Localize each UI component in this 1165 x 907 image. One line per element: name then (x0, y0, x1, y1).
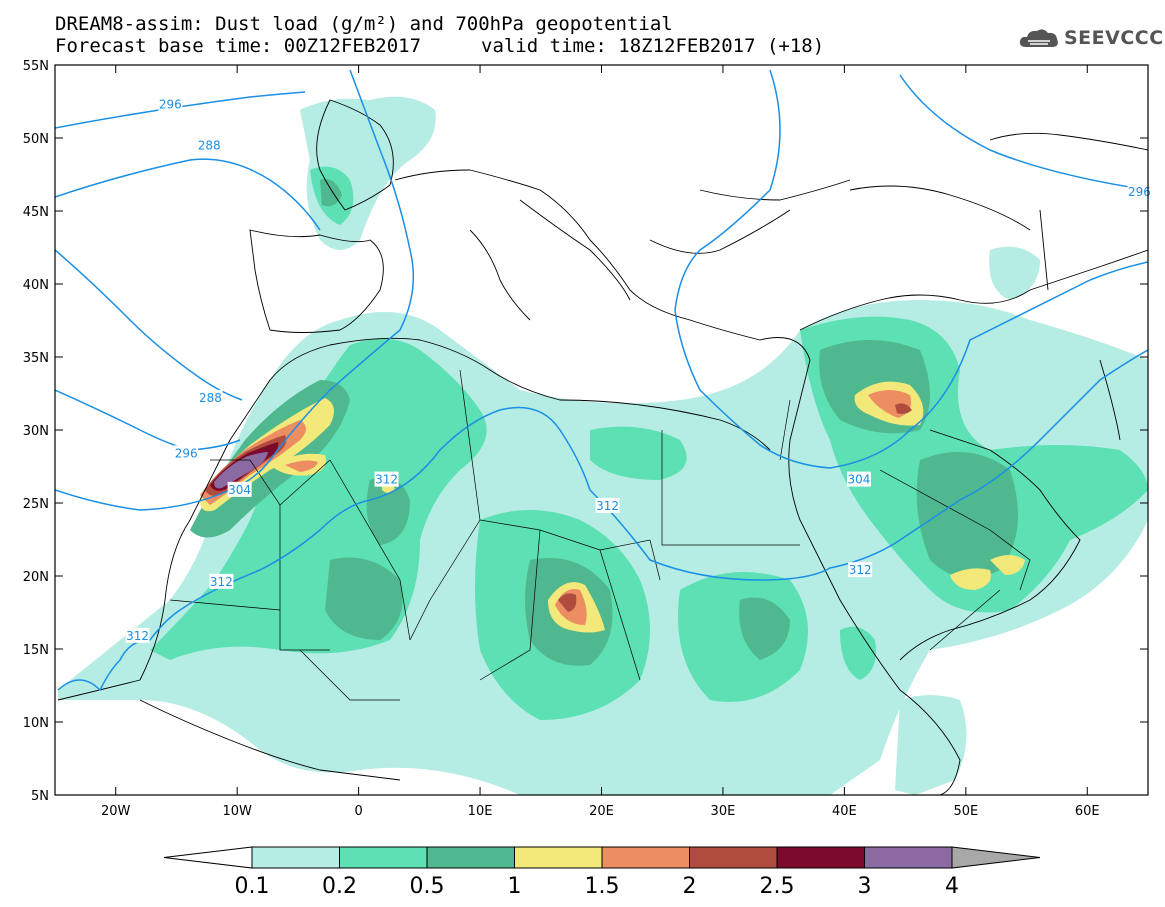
y-tick-label: 40N (23, 278, 49, 293)
contour-label-bg (158, 96, 183, 112)
x-tick-label: 20W (101, 804, 131, 819)
contour-label: 304 (848, 473, 871, 487)
y-tick-label: 15N (23, 643, 49, 658)
colorbar-box (776, 846, 865, 869)
y-tick-label: 25N (23, 497, 49, 512)
coastlines (57, 99, 1148, 795)
y-axis-ticks: 55N 50N 45N 40N 35N 30N 25N 20N 15N 10N 5N (23, 59, 1148, 804)
y-tick-label: 5N (31, 789, 49, 804)
geopotential-contours (55, 69, 1148, 692)
x-tick-label: 60E (1075, 804, 1100, 819)
colorbar-under-triangle (163, 846, 253, 869)
seevccc-logo: SEEVCCC (1018, 25, 1164, 51)
x-tick-label: 30E (711, 804, 736, 819)
logo-text: SEEVCCC (1064, 27, 1164, 49)
contour-label: 288 (199, 391, 222, 405)
contour-label: 312 (126, 629, 149, 643)
colorbar-box (426, 846, 515, 869)
country-borders (169, 369, 1031, 701)
contour-label-bg (209, 573, 234, 589)
y-tick-label: 10N (23, 716, 49, 731)
y-tick-label: 45N (23, 205, 49, 220)
contour-label: 312 (596, 499, 619, 513)
x-axis-ticks: 20W 10W 0 10E 20E 30E 40E 50E 60E (101, 65, 1100, 819)
contour-label-bg (227, 481, 252, 497)
contour-label-bg (374, 471, 399, 487)
colorbar-label: 2.5 (760, 874, 795, 899)
x-tick-label: 50E (953, 804, 978, 819)
contour-label: 312 (210, 575, 233, 589)
colorbar-box (689, 846, 778, 869)
contour-label: 312 (375, 473, 398, 487)
valid-time: valid time: 18Z12FEB2017 (+18) (481, 35, 825, 57)
colorbar-label: 4 (945, 874, 959, 899)
x-tick-label: 10W (222, 804, 252, 819)
y-tick-label: 55N (23, 59, 49, 74)
contour-label: 304 (228, 483, 251, 497)
map-title: DREAM8-assim: Dust load (g/m²) and 700hP… (55, 13, 673, 35)
colorbar-label: 1 (508, 874, 522, 899)
colorbar-box (339, 846, 428, 869)
colorbar-label: 0.2 (322, 874, 357, 899)
y-tick-label: 20N (23, 570, 49, 585)
contour-labels: 296 288 288 296 304 312 312 304 312 312 312 296 (125, 96, 1152, 643)
contour-label: 288 (198, 138, 221, 152)
x-tick-label: 10E (468, 804, 493, 819)
contour-label-bg (595, 497, 620, 513)
colorbar-box (864, 846, 953, 869)
colorbar-label: 3 (858, 874, 872, 899)
colorbar: 0.1 0.2 0.5 1 1.5 2 2.5 3 4 (163, 846, 1041, 899)
colorbar-box (251, 846, 340, 869)
colorbar-label: 0.1 (235, 874, 270, 899)
colorbar-label: 0.5 (410, 874, 445, 899)
x-tick-label: 20E (589, 804, 614, 819)
x-tick-label: 40E (832, 804, 857, 819)
contour-label-bg (848, 562, 873, 578)
forecast-base-time: Forecast base time: 00Z12FEB2017 (55, 35, 422, 57)
colorbar-over-triangle (951, 846, 1041, 869)
contour-label-bg (197, 137, 222, 153)
contour-label-bg (125, 627, 150, 643)
y-tick-label: 35N (23, 351, 49, 366)
cloud-icon (1019, 29, 1058, 47)
contour-label: 312 (849, 563, 872, 577)
y-tick-label: 30N (23, 424, 49, 439)
contour-label-bg (1127, 184, 1152, 200)
contour-label-bg (174, 445, 199, 461)
y-tick-label: 50N (23, 132, 49, 147)
contour-label: 296 (1128, 185, 1151, 199)
colorbar-box (601, 846, 690, 869)
contour-label-bg (846, 471, 871, 487)
dust-field (58, 96, 1148, 795)
contour-label: 296 (175, 446, 198, 460)
colorbar-label: 1.5 (585, 874, 620, 899)
contour-label-bg (198, 389, 223, 405)
colorbar-box (514, 846, 603, 869)
x-tick-label: 0 (354, 804, 362, 819)
contour-label: 296 (159, 97, 182, 111)
colorbar-label: 2 (683, 874, 697, 899)
